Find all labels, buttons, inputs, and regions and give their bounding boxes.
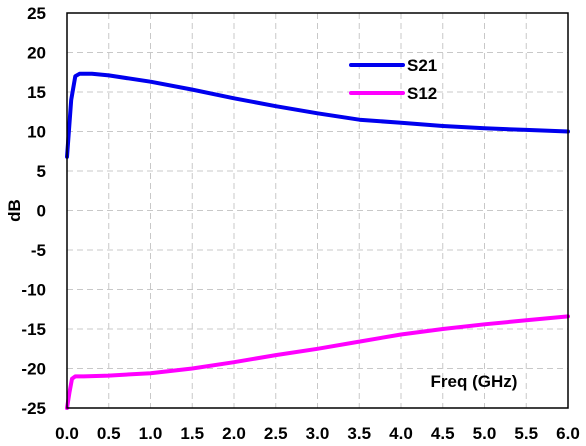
x-tick-label: 5.0 (473, 424, 497, 443)
series-layer (65, 71, 570, 410)
x-tick-label: 4.0 (389, 424, 413, 443)
y-tick-label: -10 (21, 281, 46, 300)
y-axis-ticks: 25 20 15 10 5 0 -5 -10 -15 -20 -25 (21, 4, 46, 418)
y-tick-label: -15 (21, 320, 46, 339)
series-line-s21 (65, 71, 570, 159)
y-tick-label: 0 (37, 202, 46, 221)
y-tick-label: 5 (37, 162, 46, 181)
plot-frame (66, 12, 569, 409)
x-tick-label: 5.5 (514, 424, 538, 443)
x-tick-label: 0.0 (55, 424, 79, 443)
y-tick-label: -5 (31, 241, 46, 260)
x-axis-label: Freq (GHz) (431, 372, 518, 391)
legend-label-s12: S12 (407, 84, 437, 103)
x-tick-label: 6.0 (556, 424, 580, 443)
series-line-s12 (65, 314, 570, 410)
legend-label-s21: S21 (407, 56, 437, 75)
x-tick-label: 3.0 (306, 424, 330, 443)
y-tick-label: 25 (27, 4, 46, 23)
x-tick-label: 1.5 (180, 424, 204, 443)
x-tick-label: 2.0 (222, 424, 246, 443)
x-tick-label: 1.0 (139, 424, 163, 443)
x-axis-ticks: 0.0 0.5 1.0 1.5 2.0 2.5 3.0 3.5 4.0 4.5 5.0 5.5 6.0 (55, 424, 580, 443)
y-tick-label: 10 (27, 123, 46, 142)
y-axis-label: dB (5, 199, 24, 222)
x-tick-label: 0.5 (97, 424, 121, 443)
x-tick-label: 3.5 (347, 424, 371, 443)
y-tick-label: -20 (21, 360, 46, 379)
y-tick-label: -25 (21, 399, 46, 418)
x-tick-label: 2.5 (264, 424, 288, 443)
y-tick-label: 20 (27, 44, 46, 63)
x-tick-label: 4.5 (431, 424, 455, 443)
y-tick-label: 15 (27, 83, 46, 102)
